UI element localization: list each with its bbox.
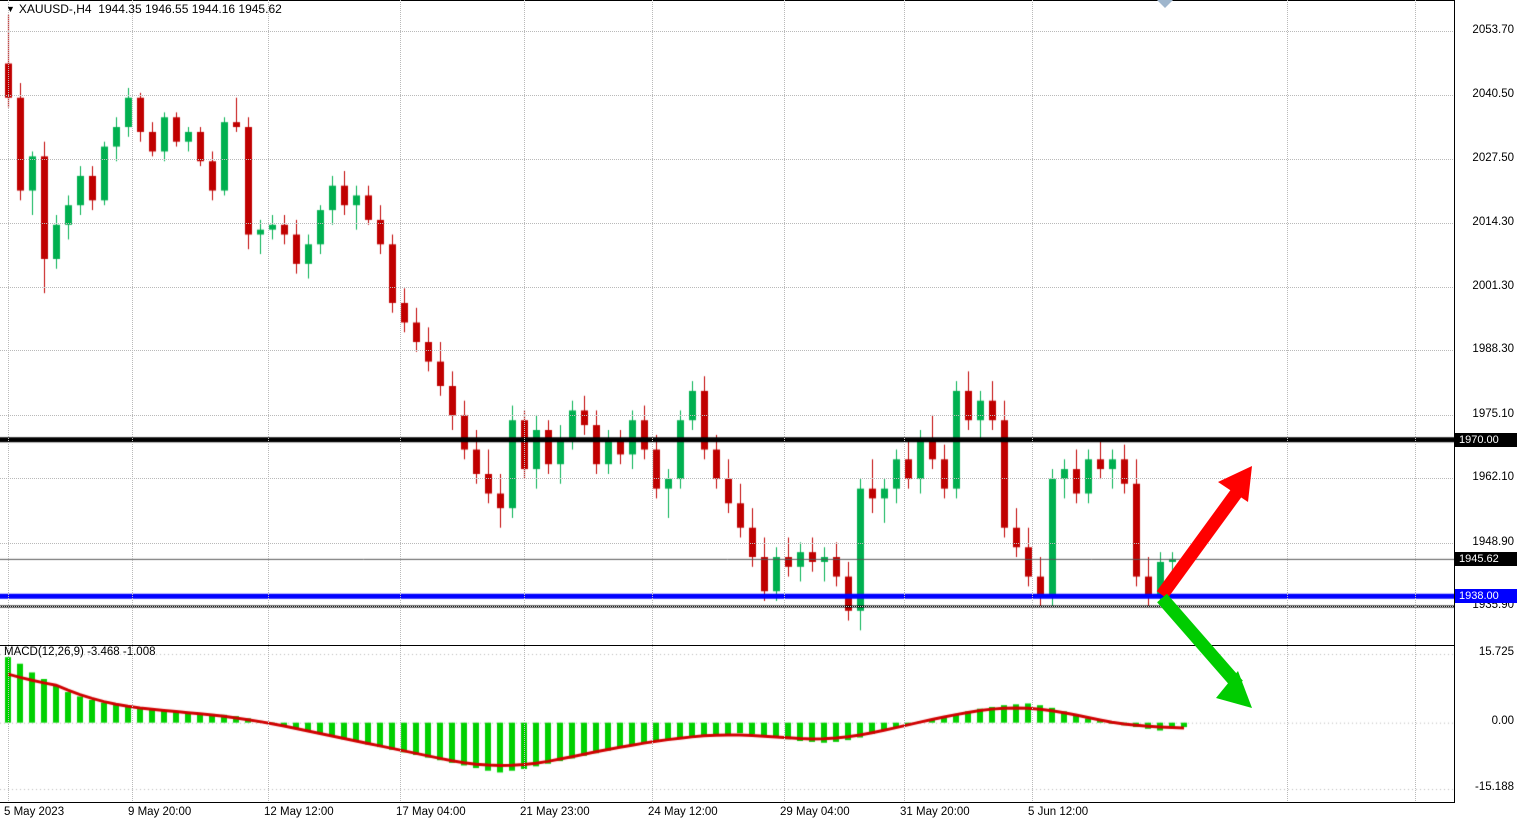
- time-tick: 5 May 2023: [4, 806, 65, 818]
- symbol-header: ▼ XAUUSD-,H4 1944.35 1946.55 1944.16 1945…: [6, 2, 282, 16]
- horizontal-gridline: [0, 414, 1455, 416]
- vertical-gridline: [1415, 646, 1416, 803]
- price-tick: 1988.30: [1472, 343, 1514, 356]
- price-candles-canvas: [0, 0, 1455, 645]
- price-tick: 2040.50: [1472, 88, 1514, 101]
- vertical-gridline: [652, 0, 653, 645]
- vertical-gridline: [132, 646, 133, 803]
- vertical-gridline: [904, 646, 905, 803]
- vertical-gridline: [1287, 0, 1288, 645]
- vertical-gridline: [400, 646, 401, 803]
- macd-label: MACD(12,26,9) -3.468 -1.008: [4, 646, 156, 658]
- price-axis[interactable]: 2053.70 2040.50 2027.50 2014.30 2001.30 1988.…: [1454, 0, 1517, 825]
- vertical-gridline: [1032, 646, 1033, 803]
- vertical-gridline: [784, 0, 785, 645]
- triangle-down-icon[interactable]: ▼: [6, 4, 15, 14]
- vertical-gridline: [1032, 0, 1033, 645]
- time-tick: 24 May 12:00: [648, 806, 718, 818]
- price-tick: 2014.30: [1472, 216, 1514, 229]
- vertical-gridline: [524, 646, 525, 803]
- horizontal-gridline: [0, 223, 1455, 225]
- horizontal-gridline: [0, 478, 1455, 480]
- vertical-gridline: [784, 646, 785, 803]
- macd-pane[interactable]: [0, 645, 1455, 803]
- vertical-gridline: [652, 646, 653, 803]
- symbol-name: XAUUSD-,H4: [18, 2, 92, 16]
- macd-scale-tick: -15.188: [1474, 781, 1514, 793]
- vertical-gridline: [8, 0, 9, 645]
- price-tick: 2001.30: [1472, 279, 1514, 292]
- time-tick: 12 May 12:00: [264, 806, 334, 818]
- time-tick: 9 May 20:00: [128, 806, 192, 818]
- time-tick: 5 Jun 12:00: [1028, 806, 1089, 818]
- horizontal-gridline: [0, 542, 1455, 544]
- price-axis-label: 1970.00: [1455, 432, 1517, 447]
- macd-scale-tick: 15.725: [1478, 646, 1514, 658]
- horizontal-gridline: [0, 158, 1455, 160]
- vertical-gridline: [268, 646, 269, 803]
- macd-canvas: [0, 646, 1455, 803]
- vertical-gridline: [524, 0, 525, 645]
- horizontal-gridline: [0, 606, 1455, 608]
- horizontal-gridline: [0, 30, 1455, 32]
- horizontal-gridline: [0, 286, 1455, 288]
- price-tick: 2027.50: [1472, 151, 1514, 164]
- time-tick: 31 May 20:00: [900, 806, 970, 818]
- horizontal-gridline: [0, 95, 1455, 97]
- price-tick: 2053.70: [1472, 23, 1514, 36]
- price-tick: 1962.10: [1472, 471, 1514, 484]
- time-axis[interactable]: 5 May 2023 9 May 20:00 12 May 12:00 17 May …: [0, 802, 1455, 825]
- macd-scale-tick: 0.00: [1491, 714, 1514, 727]
- vertical-gridline: [268, 0, 269, 645]
- price-axis-label: 1945.62: [1455, 551, 1517, 566]
- price-axis-label: 1938.00: [1455, 589, 1517, 604]
- price-tick: 1975.10: [1472, 407, 1514, 420]
- vertical-gridline: [8, 646, 9, 803]
- vertical-gridline: [1415, 0, 1416, 645]
- vertical-gridline: [1287, 646, 1288, 803]
- time-tick: 21 May 23:00: [520, 806, 590, 818]
- chart-top-marker-icon: [1157, 0, 1173, 8]
- price-chart-pane[interactable]: [0, 0, 1455, 645]
- ohlc-values: 1944.35 1946.55 1944.16 1945.62: [98, 2, 282, 16]
- vertical-gridline: [400, 0, 401, 645]
- time-tick: 17 May 04:00: [396, 806, 466, 818]
- time-tick: 29 May 04:00: [780, 806, 850, 818]
- vertical-gridline: [904, 0, 905, 645]
- vertical-gridline: [132, 0, 133, 645]
- price-tick: 1948.90: [1472, 535, 1514, 548]
- horizontal-gridline: [0, 350, 1455, 352]
